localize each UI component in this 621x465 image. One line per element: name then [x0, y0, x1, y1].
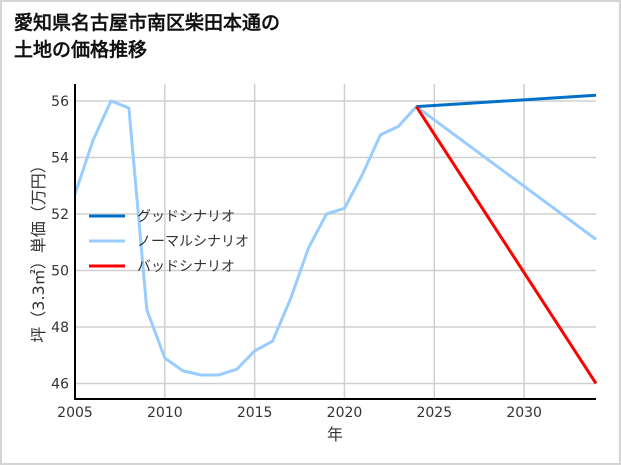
x-tick-label: 2015 [237, 405, 273, 421]
x-tick-label: 2030 [506, 405, 542, 421]
y-tick-label: 48 [51, 320, 69, 336]
title-line-1: 愛知県名古屋市南区柴田本通の [14, 12, 281, 34]
y-tick-label: 46 [51, 376, 69, 392]
y-tick-label: 56 [51, 94, 69, 110]
x-axis-label: 年 [327, 425, 343, 444]
x-tick-label: 2020 [327, 405, 363, 421]
x-tick-label: 2010 [147, 405, 183, 421]
legend-label: ノーマルシナリオ [137, 234, 249, 250]
legend-label: グッドシナリオ [137, 209, 235, 225]
chart-title: 愛知県名古屋市南区柴田本通の 土地の価格推移 [14, 10, 280, 64]
y-tick-label: 52 [51, 207, 69, 223]
y-tick-label: 54 [51, 150, 69, 166]
legend-label: バッドシナリオ [137, 259, 235, 275]
y-axis-label: 坪（3.3㎡）単価（万円） [29, 157, 48, 342]
title-line-2: 土地の価格推移 [14, 39, 148, 61]
x-tick-label: 2005 [57, 405, 93, 421]
series-line-1 [73, 99, 597, 377]
series-line-0 [416, 93, 597, 109]
series-line-2 [415, 105, 598, 385]
x-tick-label: 2025 [416, 405, 452, 421]
y-tick-label: 50 [51, 263, 69, 279]
